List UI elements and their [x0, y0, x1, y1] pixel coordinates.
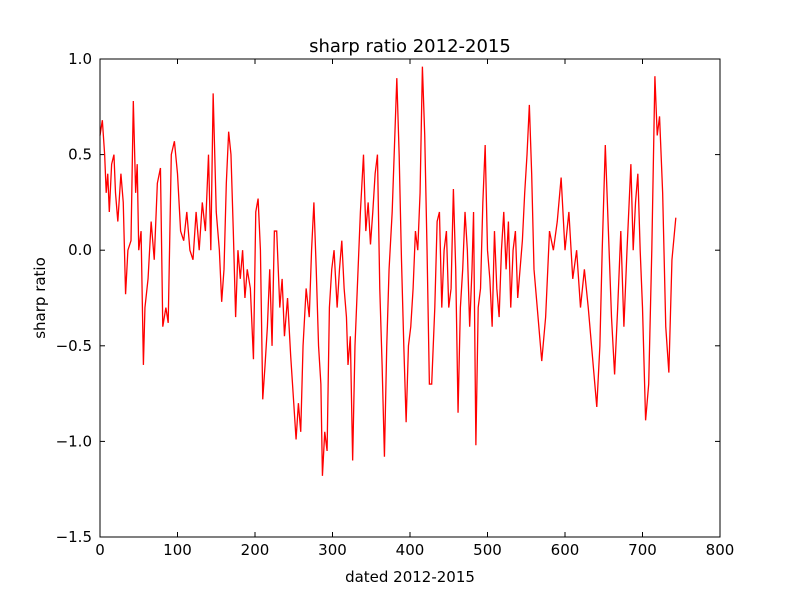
chart-title: sharp ratio 2012-2015: [309, 36, 511, 57]
x-tick-label: 300: [318, 541, 347, 559]
x-axis-label: dated 2012-2015: [345, 568, 475, 586]
y-tick-label: −1.0: [56, 432, 92, 450]
plot-frame: [99, 58, 721, 538]
y-tick-label: −0.5: [56, 337, 92, 355]
y-tick-label: 0.0: [68, 241, 92, 259]
x-tick-label: 500: [473, 541, 502, 559]
x-tick-label: 100: [163, 541, 192, 559]
y-tick-label: 0.5: [68, 146, 92, 164]
y-tick-label: 1.0: [68, 50, 92, 68]
x-tick-label: 600: [551, 541, 580, 559]
x-tick-label: 0: [95, 541, 105, 559]
x-tick-label: 400: [396, 541, 425, 559]
x-tick-label: 700: [628, 541, 657, 559]
y-axis-label: sharp ratio: [31, 257, 49, 339]
y-tick-label: −1.5: [56, 528, 92, 546]
x-tick-label: 200: [241, 541, 270, 559]
x-tick-label: 800: [706, 541, 735, 559]
line-series: [99, 66, 677, 476]
